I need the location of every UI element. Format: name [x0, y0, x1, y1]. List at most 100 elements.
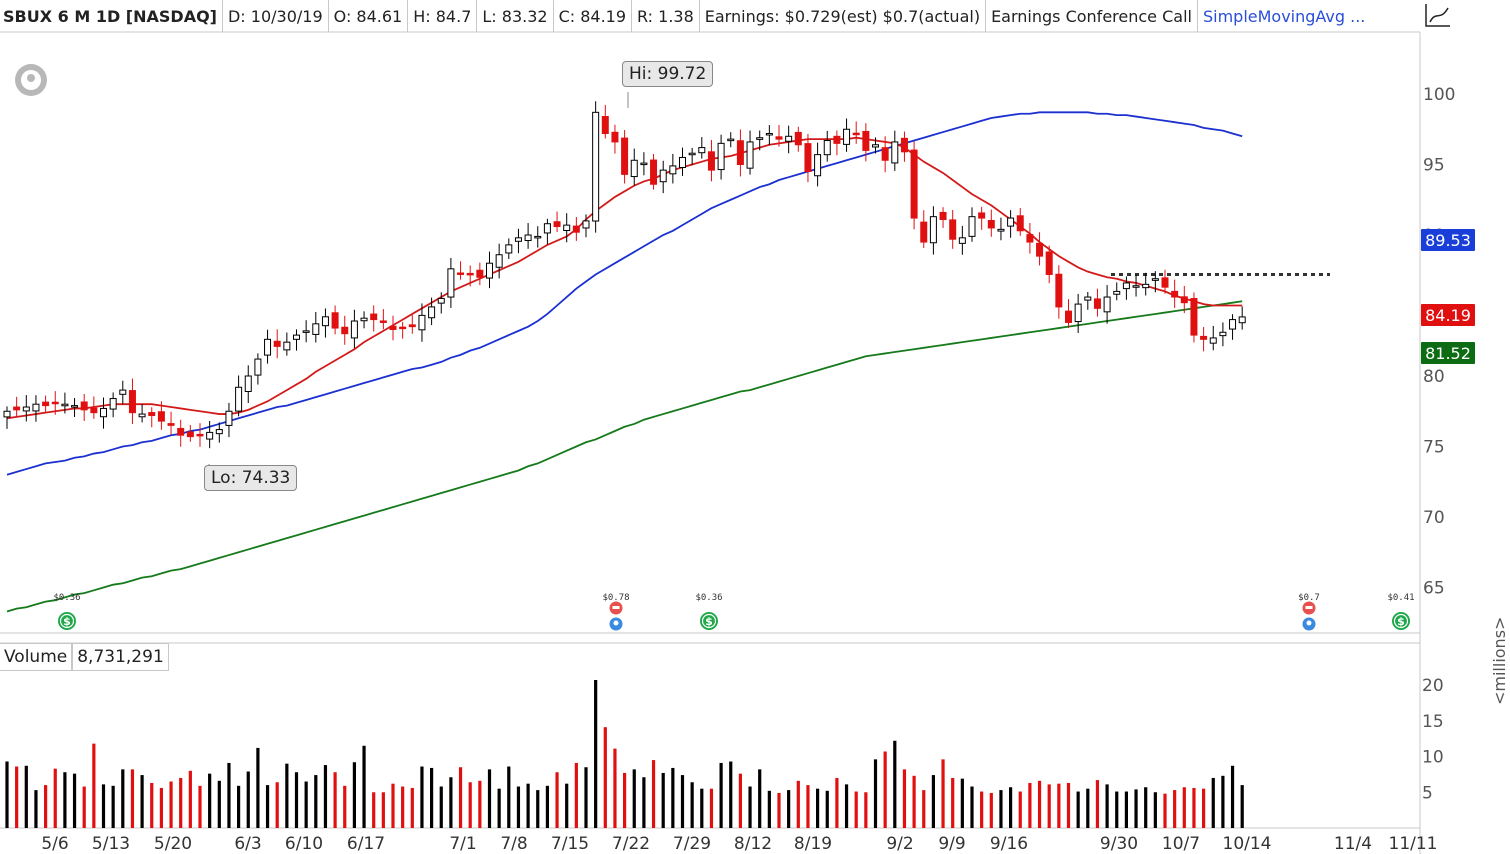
- candle: [505, 238, 513, 260]
- candle: [1200, 327, 1208, 352]
- volume-bar: [265, 785, 270, 828]
- candle: [929, 206, 937, 255]
- x-tick-label: 6/10: [285, 834, 323, 854]
- candle: [900, 131, 908, 162]
- volume-bar: [931, 775, 935, 828]
- volume-bar: [362, 745, 366, 828]
- candle: [302, 320, 310, 343]
- volume-bar: [854, 791, 858, 828]
- volume-tick-label: 15: [1422, 712, 1444, 732]
- drawing-tool-icon[interactable]: [1420, 0, 1510, 32]
- volume-bar: [806, 785, 810, 828]
- candle: [447, 257, 455, 308]
- volume-bar: [1028, 782, 1032, 828]
- volume-bar: [526, 783, 530, 828]
- volume-bar: [642, 777, 646, 828]
- candle: [486, 251, 493, 289]
- candle: [148, 407, 156, 428]
- x-tick-label: 6/17: [347, 834, 385, 854]
- volume-tick-label: 5: [1422, 783, 1433, 803]
- x-tick-label: 6/3: [234, 834, 261, 854]
- candle: [1036, 232, 1044, 266]
- sma-indicator-link[interactable]: SimpleMovingAvg ...: [1202, 6, 1366, 26]
- volume-bar: [603, 727, 607, 828]
- candle: [669, 153, 677, 184]
- candle: [939, 207, 947, 228]
- volume-bar: [275, 782, 279, 828]
- volume-bar: [661, 772, 665, 828]
- volume-bar: [208, 773, 212, 828]
- candle: [1026, 222, 1034, 254]
- volume-bar: [864, 792, 868, 828]
- candle: [235, 375, 243, 417]
- x-tick-label: 9/2: [886, 834, 913, 854]
- y-tick-label: 70: [1423, 508, 1445, 528]
- candle: [196, 423, 204, 447]
- candle: [823, 130, 831, 162]
- candle: [1151, 271, 1159, 293]
- x-tick-label: 5/13: [92, 834, 130, 854]
- candle: [592, 101, 600, 233]
- symbol-label[interactable]: SBUX 6 M 1D [NASDAQ]: [0, 0, 223, 32]
- candle: [1016, 208, 1024, 236]
- candle: [891, 130, 899, 171]
- volume-bar: [130, 769, 135, 828]
- candle: [872, 137, 879, 154]
- candle: [128, 378, 136, 424]
- volume-bar: [150, 782, 154, 828]
- volume-bar: [1134, 789, 1138, 828]
- x-tick-label: 11/4: [1334, 834, 1372, 854]
- candle: [90, 396, 98, 419]
- volume-bar: [256, 747, 260, 828]
- volume-bar: [63, 772, 67, 828]
- candle: [22, 395, 30, 422]
- candle: [61, 392, 69, 414]
- candle: [843, 118, 851, 152]
- volume-bar: [748, 786, 752, 828]
- y-tick-label: 80: [1423, 367, 1445, 387]
- open-value: O: 84.61: [329, 0, 409, 32]
- event-markers[interactable]: $0.36 $ $0.78 $0.36 $ $0.7 $0.41 $: [53, 593, 1415, 631]
- volume-bar: [121, 769, 125, 828]
- volume-bar: [1018, 791, 1022, 828]
- volume-bar: [227, 762, 231, 828]
- volume-bar: [72, 773, 77, 828]
- volume-bar: [372, 792, 376, 828]
- y-tick-label: 65: [1423, 579, 1445, 599]
- volume-bar: [1202, 788, 1206, 828]
- candle: [100, 397, 107, 429]
- svg-text:$0.36: $0.36: [695, 593, 722, 603]
- volume-bar: [497, 788, 501, 828]
- volume-bar: [1057, 783, 1061, 828]
- volume-bar: [767, 790, 771, 828]
- volume-bar: [449, 777, 453, 828]
- candle: [437, 292, 445, 314]
- candle: [138, 404, 146, 423]
- volume-bar: [700, 788, 704, 828]
- x-tick-label: 8/19: [794, 834, 832, 854]
- volume-bar: [941, 759, 945, 828]
- candle: [707, 139, 715, 182]
- candle: [1045, 245, 1053, 284]
- x-tick-label: 7/8: [500, 834, 527, 854]
- candle: [1161, 269, 1169, 294]
- candle: [1132, 274, 1140, 297]
- volume-bar: [651, 760, 656, 828]
- svg-text:$0.41: $0.41: [1387, 593, 1414, 603]
- volume-bar: [989, 792, 993, 828]
- volume-bar: [430, 767, 434, 828]
- volume-bar: [1230, 765, 1235, 828]
- candle: [1055, 265, 1063, 319]
- volume-bar: [5, 761, 9, 828]
- candle: [428, 297, 436, 326]
- x-tick-label: 7/1: [449, 834, 476, 854]
- volume-bar: [44, 785, 48, 828]
- volume-bar: [893, 740, 897, 828]
- volume-bar: [999, 790, 1003, 828]
- dividend-icon: $0.41 $: [1387, 593, 1415, 630]
- candle: [833, 130, 841, 156]
- svg-text:$0.78: $0.78: [602, 593, 629, 603]
- volume-bar: [970, 786, 974, 828]
- volume-bar: [237, 785, 241, 828]
